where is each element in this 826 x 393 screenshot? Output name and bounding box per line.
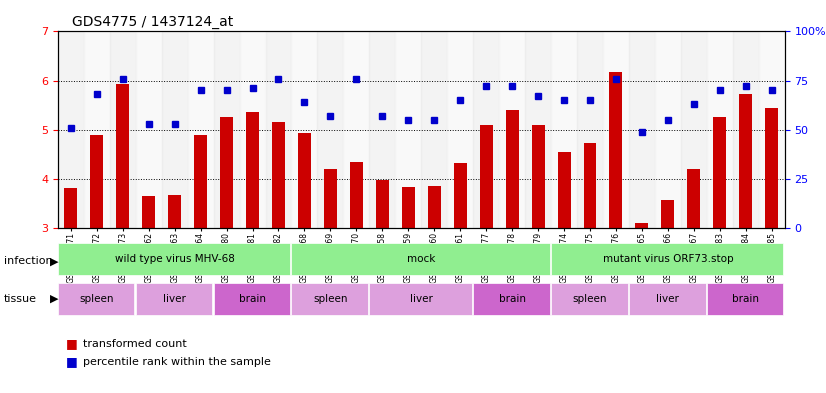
Text: transformed count: transformed count [83, 339, 187, 349]
Bar [90, 134, 103, 228]
Bar [506, 110, 519, 228]
Bar [265, 31, 292, 228]
Text: brain: brain [499, 294, 525, 304]
Bar [188, 31, 214, 228]
FancyBboxPatch shape [707, 283, 783, 314]
Text: spleen: spleen [572, 294, 607, 304]
Bar [714, 118, 726, 228]
Bar [83, 31, 110, 228]
Text: percentile rank within the sample: percentile rank within the sample [83, 356, 270, 367]
Text: spleen: spleen [313, 294, 348, 304]
Bar [214, 31, 240, 228]
Bar [169, 195, 181, 228]
Text: mutant virus ORF73.stop: mutant virus ORF73.stop [603, 254, 733, 264]
Bar [317, 31, 344, 228]
Bar [558, 152, 571, 228]
Bar [759, 31, 785, 228]
Text: liver: liver [657, 294, 679, 304]
Text: tissue: tissue [4, 294, 37, 304]
Bar [246, 112, 259, 228]
Bar [116, 84, 129, 228]
FancyBboxPatch shape [551, 243, 783, 275]
FancyBboxPatch shape [135, 283, 212, 314]
Bar [603, 31, 629, 228]
Text: GDS4775 / 1437124_at: GDS4775 / 1437124_at [73, 15, 234, 29]
Bar [739, 94, 752, 228]
Text: brain: brain [733, 294, 759, 304]
Bar [350, 162, 363, 228]
Text: ■: ■ [66, 337, 78, 351]
Text: ▶: ▶ [50, 256, 58, 266]
Bar [681, 31, 707, 228]
Bar [401, 187, 415, 228]
Bar [110, 31, 135, 228]
Bar [162, 31, 188, 228]
Text: ■: ■ [66, 355, 78, 368]
Bar [58, 31, 83, 228]
Text: liver: liver [410, 294, 433, 304]
Text: mock: mock [407, 254, 435, 264]
Bar [662, 200, 674, 228]
Bar [473, 31, 499, 228]
FancyBboxPatch shape [629, 283, 705, 314]
Bar [499, 31, 525, 228]
Bar [135, 31, 162, 228]
Bar [298, 133, 311, 228]
Bar [369, 31, 396, 228]
FancyBboxPatch shape [369, 283, 472, 314]
Bar [396, 31, 421, 228]
Bar [447, 31, 473, 228]
Bar [765, 108, 778, 228]
Bar [344, 31, 369, 228]
Bar [272, 122, 285, 228]
Bar [655, 31, 681, 228]
Bar [532, 125, 544, 228]
Bar [324, 169, 337, 228]
Bar [733, 31, 759, 228]
FancyBboxPatch shape [214, 283, 290, 314]
Text: liver: liver [164, 294, 186, 304]
Bar [421, 31, 447, 228]
Text: ▶: ▶ [50, 294, 58, 304]
Text: spleen: spleen [79, 294, 114, 304]
FancyBboxPatch shape [292, 283, 368, 314]
Bar [480, 125, 492, 228]
Bar [583, 143, 596, 228]
Bar [240, 31, 265, 228]
FancyBboxPatch shape [58, 283, 135, 314]
Bar [142, 196, 155, 228]
Bar [453, 163, 467, 228]
Bar [577, 31, 603, 228]
Bar [707, 31, 733, 228]
Bar [292, 31, 317, 228]
Text: wild type virus MHV-68: wild type virus MHV-68 [115, 254, 235, 264]
Bar [551, 31, 577, 228]
FancyBboxPatch shape [58, 243, 290, 275]
Bar [64, 188, 78, 228]
Bar [428, 186, 441, 228]
Bar [610, 72, 623, 228]
Bar [635, 223, 648, 228]
Text: infection: infection [4, 256, 53, 266]
Text: brain: brain [239, 294, 266, 304]
Bar [525, 31, 551, 228]
FancyBboxPatch shape [551, 283, 628, 314]
Bar [194, 134, 207, 228]
FancyBboxPatch shape [473, 283, 550, 314]
Bar [629, 31, 655, 228]
FancyBboxPatch shape [292, 243, 550, 275]
Bar [376, 180, 389, 228]
Bar [687, 169, 700, 228]
Bar [220, 118, 233, 228]
